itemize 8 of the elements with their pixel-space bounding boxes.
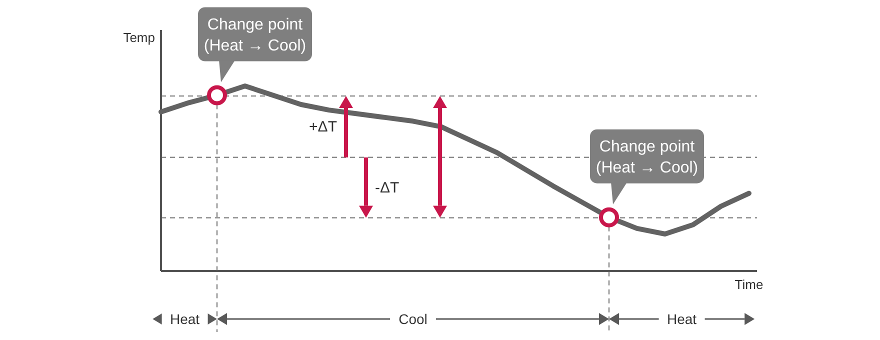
x-axis-title: Time xyxy=(734,277,764,292)
text: Heat xyxy=(170,311,200,327)
annotation: -ΔT xyxy=(375,180,400,197)
text: Heat xyxy=(667,311,697,327)
y-axis-title: Temp xyxy=(123,30,155,45)
annotation: +ΔT xyxy=(309,118,337,136)
text: Cool xyxy=(398,311,428,327)
annotation: Change point (Heat → Cool) xyxy=(596,138,698,176)
